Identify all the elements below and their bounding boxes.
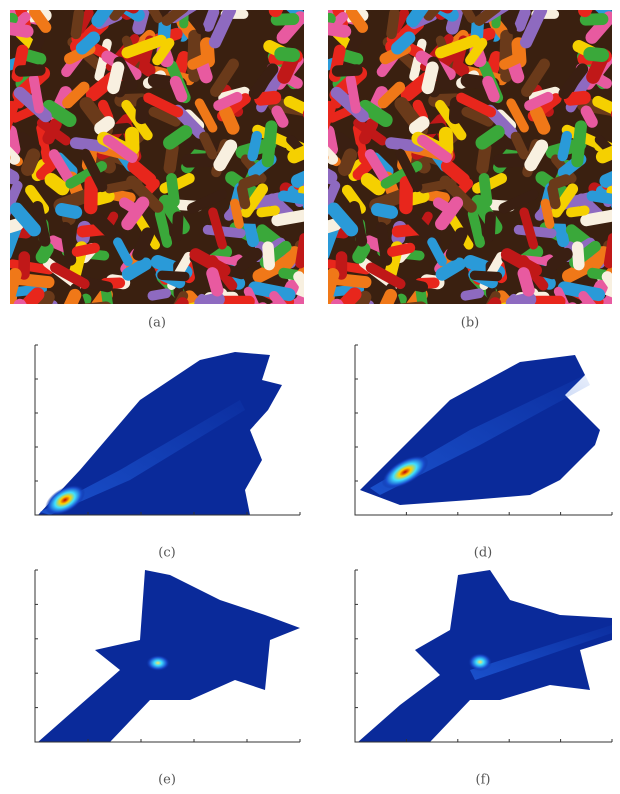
photo-a: [0, 0, 331, 341]
sprinkle: [14, 64, 45, 77]
sprinkle: [332, 64, 363, 77]
sprinkle: [372, 0, 406, 10]
sprinkle: [571, 241, 585, 271]
sprinkle: [301, 103, 328, 122]
caption: (a): [148, 316, 166, 331]
sprinkle: [48, 300, 61, 330]
figure: (a) (b) (c) (d) (e) (f): [0, 0, 620, 794]
density-plot-d: [355, 345, 612, 515]
sprinkle: [539, 302, 572, 324]
density-plot-e: [35, 570, 300, 742]
caption: (b): [461, 316, 479, 331]
sprinkle: [305, 98, 326, 133]
sprinkle: [57, 0, 91, 10]
sprinkle: [304, 171, 317, 197]
caption: (e): [158, 773, 176, 788]
sprinkle: [314, 117, 325, 165]
sprinkle: [364, 300, 377, 330]
sprinkle: [607, 303, 620, 321]
sprinkle: [484, 211, 496, 242]
sprinkle: [171, 211, 183, 242]
caption: (c): [158, 546, 175, 561]
sprinkle: [470, 270, 503, 281]
sprinkle: [157, 270, 190, 281]
sprinkle: [612, 171, 620, 197]
sprinkle: [0, 117, 7, 165]
sprinkle: [202, 302, 238, 336]
sprinkle: [616, 258, 620, 294]
density-plot-c: [35, 345, 300, 521]
sprinkle: [262, 241, 276, 271]
caption: (d): [474, 546, 492, 561]
sprinkle: [228, 302, 261, 324]
sprinkle: [513, 302, 549, 336]
sprinkle: [508, 304, 552, 336]
density-plot-f: [355, 570, 612, 742]
sprinkle: [196, 304, 240, 336]
sprinkle: [308, 258, 325, 294]
sprinkle: [299, 303, 329, 321]
sprinkle: [613, 98, 620, 133]
photo-b: [295, 0, 620, 341]
caption: (f): [476, 773, 491, 788]
sprinkle: [310, 150, 330, 181]
